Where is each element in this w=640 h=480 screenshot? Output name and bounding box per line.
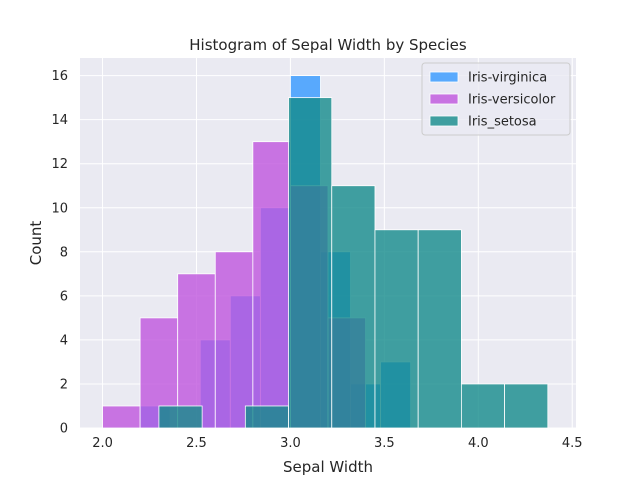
x-tick-label: 2.0 (92, 436, 113, 451)
y-tick-label: 10 (51, 201, 68, 216)
x-tick-label: 4.0 (468, 436, 489, 451)
y-tick-label: 14 (51, 113, 68, 128)
histogram-bar (288, 97, 333, 429)
x-tick-label: 2.5 (186, 436, 207, 451)
histogram-bar (417, 229, 462, 429)
histogram-bar (504, 383, 549, 429)
x-tick-label: 3.5 (374, 436, 395, 451)
histogram-bar (252, 141, 291, 429)
histogram-bar (102, 405, 141, 429)
histogram-bar (374, 229, 419, 429)
x-axis-ticks: 2.0 2.5 3.0 3.5 4.0 4.5 (92, 436, 582, 451)
histogram-bar (177, 273, 216, 429)
y-tick-label: 6 (60, 289, 68, 304)
y-tick-label: 12 (51, 157, 68, 172)
legend-swatch (429, 71, 459, 83)
legend-frame (421, 62, 571, 136)
x-axis-label: Sepal Width (283, 458, 373, 476)
x-tick-label: 3.0 (280, 436, 301, 451)
legend: Iris-virginica Iris-versicolor Iris_setosa (421, 62, 571, 136)
y-tick-label: 2 (60, 377, 68, 392)
y-tick-label: 16 (51, 69, 68, 84)
legend-swatch (429, 115, 459, 127)
series-iris-setosa (158, 97, 549, 429)
histogram-bar (244, 405, 289, 429)
legend-swatch (429, 93, 459, 105)
histogram-bar (214, 251, 254, 429)
legend-label: Iris_setosa (468, 115, 537, 130)
legend-label: Iris-virginica (468, 71, 547, 86)
histogram-bar (331, 185, 376, 429)
bars (102, 75, 549, 429)
histogram-bar (460, 383, 506, 429)
y-tick-label: 0 (60, 422, 68, 437)
histogram-bar (158, 405, 203, 429)
legend-label: Iris-versicolor (468, 93, 556, 108)
y-tick-label: 8 (60, 245, 68, 260)
y-tick-label: 4 (60, 333, 68, 348)
y-axis-label: Count (27, 221, 45, 266)
y-axis-ticks: 0 2 4 6 8 10 12 14 16 (51, 69, 68, 436)
x-tick-label: 4.5 (562, 436, 583, 451)
chart-title: Histogram of Sepal Width by Species (189, 36, 467, 54)
